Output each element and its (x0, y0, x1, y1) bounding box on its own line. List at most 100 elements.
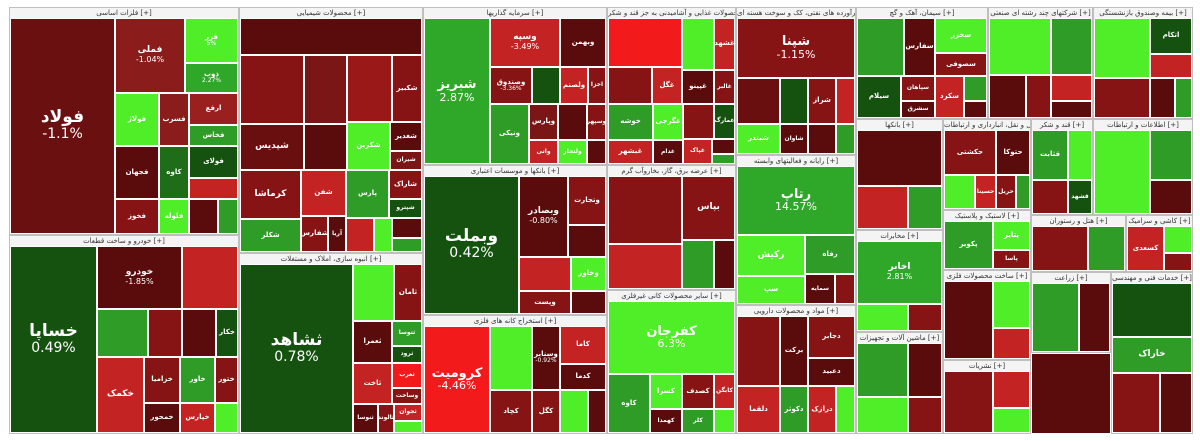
stock-tile[interactable] (347, 55, 392, 122)
stock-tile[interactable]: کچاد (490, 390, 532, 433)
stock-tile[interactable]: سمایه (805, 274, 835, 304)
stock-tile[interactable]: وپست (519, 291, 571, 314)
stock-tile[interactable]: سصوفی (935, 53, 987, 76)
stock-tile[interactable]: قثابت (1032, 130, 1068, 180)
stock-tile[interactable]: وبملت 0.42% (424, 176, 519, 314)
stock-tile[interactable] (1094, 78, 1150, 118)
stock-tile[interactable]: شغدیر (390, 122, 422, 151)
stock-tile[interactable]: ارفع (189, 93, 238, 125)
stock-tile[interactable]: غگرجی (653, 104, 683, 140)
stock-tile[interactable] (944, 175, 975, 209)
stock-tile[interactable]: کهمدا (650, 409, 682, 433)
stock-tile[interactable]: اخابر 2.81% (857, 241, 942, 304)
stock-tile[interactable]: ولصنم (560, 67, 588, 104)
stock-tile[interactable]: خوشه (608, 104, 653, 140)
stock-tile[interactable]: سفارس (904, 18, 935, 76)
stock-tile[interactable] (1051, 101, 1092, 118)
stock-tile[interactable] (682, 240, 714, 289)
stock-tile[interactable] (857, 130, 942, 186)
stock-tile[interactable]: سیلام (857, 76, 901, 118)
stock-tile[interactable] (964, 76, 987, 101)
stock-tile[interactable] (993, 408, 1030, 433)
stock-tile[interactable]: دلقما (737, 386, 780, 433)
stock-tile[interactable] (1112, 373, 1160, 433)
stock-tile[interactable] (1164, 226, 1192, 253)
stock-tile[interactable] (780, 78, 808, 124)
stock-tile[interactable]: ثالوند (378, 404, 394, 433)
stock-tile[interactable]: وصندوق -3.36% (490, 67, 532, 104)
stock-tile[interactable] (944, 281, 993, 359)
stock-tile[interactable]: فولاد -1.1% (10, 18, 115, 234)
stock-tile[interactable]: کصدف (682, 374, 714, 409)
stock-tile[interactable]: سپاهان (901, 76, 935, 101)
stock-tile[interactable] (714, 240, 735, 289)
stock-tile[interactable] (1032, 226, 1088, 271)
stock-tile[interactable]: شپترو (389, 199, 422, 218)
stock-tile[interactable]: پاسا (993, 250, 1030, 269)
stock-tile[interactable] (737, 78, 780, 124)
stock-tile[interactable]: شپدیس (240, 124, 304, 170)
stock-tile[interactable]: کرومیت -4.46% (424, 326, 490, 433)
stock-tile[interactable] (182, 246, 238, 309)
stock-tile[interactable]: شکلر (240, 219, 301, 252)
stock-tile[interactable]: ثشاهد 0.78% (240, 264, 353, 433)
stock-tile[interactable] (714, 409, 735, 433)
stock-tile[interactable]: رتاپ 14.57% (737, 166, 855, 235)
stock-tile[interactable]: خزامیا (144, 357, 180, 403)
stock-tile[interactable]: کاوه (159, 146, 189, 199)
stock-tile[interactable] (346, 218, 374, 252)
stock-tile[interactable] (857, 186, 908, 229)
stock-tile[interactable]: کاوه (608, 374, 650, 433)
stock-tile[interactable]: فسرب (159, 93, 189, 146)
stock-tile[interactable] (712, 139, 735, 154)
stock-tile[interactable]: خودرو -1.85% (97, 246, 182, 309)
stock-tile[interactable]: ثغرب (392, 363, 422, 388)
stock-tile[interactable]: خاور (180, 357, 215, 403)
stock-tile[interactable]: رفاه (805, 235, 855, 274)
stock-tile[interactable] (944, 371, 993, 433)
stock-tile[interactable] (1094, 130, 1150, 214)
stock-tile[interactable] (836, 124, 855, 154)
stock-tile[interactable]: فلوله (159, 199, 189, 234)
stock-tile[interactable] (182, 309, 216, 357)
stock-tile[interactable] (989, 75, 1026, 118)
stock-tile[interactable]: غگل (652, 67, 682, 104)
stock-tile[interactable]: ولتجار (558, 140, 587, 164)
stock-tile[interactable] (392, 218, 422, 238)
stock-tile[interactable] (908, 304, 942, 331)
stock-tile[interactable] (857, 343, 908, 397)
stock-tile[interactable]: ذوب 2.27% (185, 63, 238, 93)
stock-tile[interactable]: فولاژ (115, 93, 159, 146)
stock-tile[interactable]: شفن (301, 170, 346, 216)
stock-tile[interactable]: ثتوسا (392, 321, 422, 346)
stock-tile[interactable] (857, 397, 908, 433)
stock-tile[interactable] (560, 390, 588, 433)
stock-tile[interactable]: درازک (808, 386, 836, 433)
stock-tile[interactable]: شبریز 2.87% (424, 18, 490, 164)
stock-tile[interactable] (394, 421, 422, 433)
stock-tile[interactable] (808, 124, 836, 154)
stock-tile[interactable] (304, 55, 347, 124)
stock-tile[interactable] (1026, 75, 1051, 118)
stock-tile[interactable]: برکت (780, 316, 808, 386)
stock-tile[interactable] (240, 18, 422, 55)
stock-tile[interactable] (1031, 353, 1111, 434)
stock-tile[interactable] (588, 390, 606, 433)
stock-tile[interactable]: وسنابر -0.92% (532, 326, 560, 390)
stock-tile[interactable]: وبهمن (560, 18, 606, 67)
stock-tile[interactable] (737, 316, 780, 386)
stock-tile[interactable] (993, 371, 1030, 408)
stock-tile[interactable]: خکار (216, 309, 238, 357)
stock-tile[interactable]: ثاخت (353, 363, 392, 404)
stock-tile[interactable]: اخزا (588, 67, 606, 104)
stock-tile[interactable]: وساخت (392, 388, 422, 404)
stock-tile[interactable] (908, 343, 942, 397)
stock-tile[interactable] (836, 386, 855, 433)
stock-tile[interactable]: ثعمرا (353, 321, 392, 363)
stock-tile[interactable] (392, 238, 422, 252)
stock-tile[interactable]: غپاک (683, 139, 712, 164)
stock-tile[interactable] (908, 397, 942, 433)
stock-tile[interactable]: شاراک (389, 170, 422, 199)
stock-tile[interactable]: شکبیر (392, 55, 422, 122)
stock-tile[interactable]: شکربن (347, 122, 390, 170)
